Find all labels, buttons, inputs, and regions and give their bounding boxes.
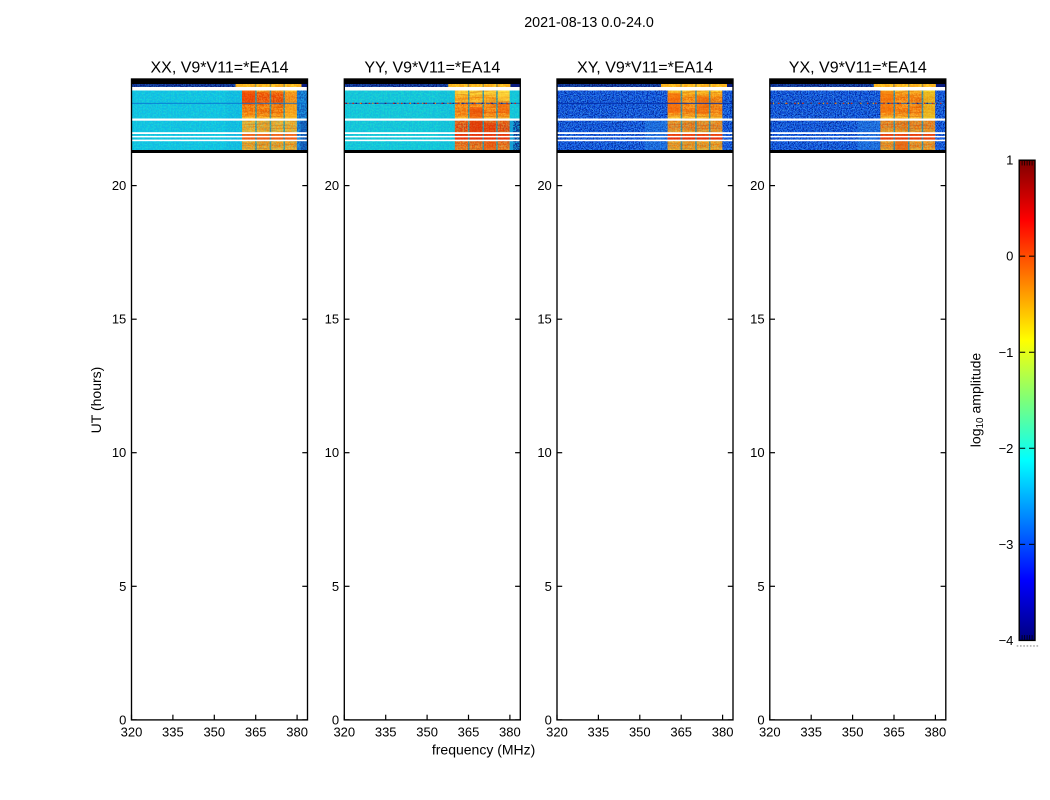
svg-text:365: 365	[458, 724, 480, 739]
svg-text:0: 0	[757, 712, 764, 727]
svg-text:20: 20	[112, 178, 126, 193]
svg-text:0: 0	[545, 712, 552, 727]
svg-text:320: 320	[121, 724, 143, 739]
svg-text:−3: −3	[999, 537, 1014, 552]
svg-text:335: 335	[162, 724, 184, 739]
svg-text:350: 350	[629, 724, 651, 739]
svg-text:YY, V9*V11=*EA14: YY, V9*V11=*EA14	[364, 59, 500, 76]
svg-text:0: 0	[1006, 249, 1013, 264]
svg-text:5: 5	[545, 579, 552, 594]
svg-text:1: 1	[1006, 153, 1013, 168]
svg-text:380: 380	[712, 724, 734, 739]
svg-text:−1: −1	[999, 345, 1014, 360]
svg-text:5: 5	[757, 579, 764, 594]
svg-text:335: 335	[800, 724, 822, 739]
svg-text:380: 380	[925, 724, 947, 739]
svg-text:15: 15	[325, 312, 339, 327]
svg-text:365: 365	[245, 724, 267, 739]
svg-text:0: 0	[332, 712, 339, 727]
svg-text:5: 5	[332, 579, 339, 594]
svg-text:350: 350	[203, 724, 225, 739]
svg-text:−2: −2	[999, 441, 1014, 456]
svg-text:320: 320	[546, 724, 568, 739]
svg-text:−4: −4	[999, 633, 1014, 648]
svg-text:380: 380	[499, 724, 521, 739]
svg-text:XY, V9*V11=*EA14: XY, V9*V11=*EA14	[577, 59, 713, 76]
svg-text:UT (hours): UT (hours)	[88, 367, 104, 434]
svg-text:320: 320	[759, 724, 781, 739]
svg-text:335: 335	[375, 724, 397, 739]
svg-text:335: 335	[588, 724, 610, 739]
svg-text:365: 365	[670, 724, 692, 739]
svg-text:20: 20	[750, 178, 764, 193]
svg-text:15: 15	[112, 312, 126, 327]
svg-text:frequency (MHz): frequency (MHz)	[432, 742, 535, 758]
svg-text:20: 20	[537, 178, 551, 193]
svg-text:10: 10	[750, 445, 764, 460]
svg-text:YX, V9*V11=*EA14: YX, V9*V11=*EA14	[789, 59, 927, 76]
svg-text:0: 0	[119, 712, 126, 727]
svg-text:20: 20	[325, 178, 339, 193]
svg-text:10: 10	[112, 445, 126, 460]
svg-text:10: 10	[325, 445, 339, 460]
svg-text:XX, V9*V11=*EA14: XX, V9*V11=*EA14	[150, 59, 288, 76]
svg-text:380: 380	[286, 724, 308, 739]
svg-text:log10 amplitude: log10 amplitude	[968, 353, 987, 448]
svg-text:365: 365	[883, 724, 905, 739]
svg-text:350: 350	[842, 724, 864, 739]
svg-text:5: 5	[119, 579, 126, 594]
svg-text:15: 15	[537, 312, 551, 327]
svg-text:320: 320	[333, 724, 355, 739]
svg-text:350: 350	[416, 724, 438, 739]
svg-text:15: 15	[750, 312, 764, 327]
svg-text:10: 10	[537, 445, 551, 460]
svg-text:2021-08-13 0.0-24.0: 2021-08-13 0.0-24.0	[524, 15, 654, 31]
